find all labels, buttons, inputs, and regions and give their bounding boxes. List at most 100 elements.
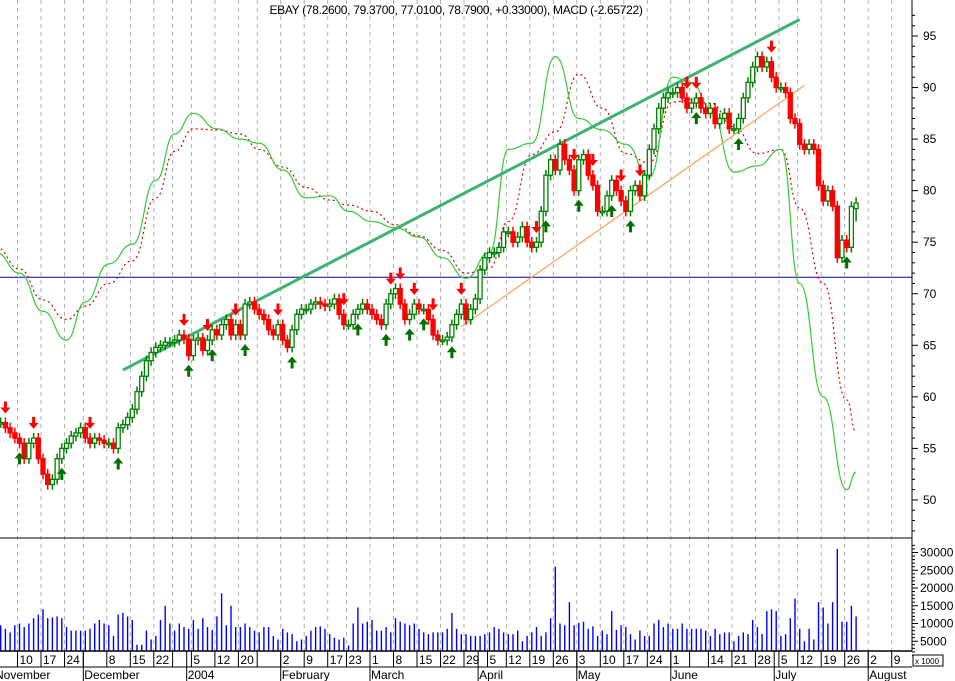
candle-body (632, 184, 638, 192)
week-tick-label: 9 (306, 653, 313, 667)
buy-arrow-icon (841, 256, 852, 269)
candle-body (543, 174, 549, 212)
candle-body (312, 301, 319, 305)
candle-body (294, 313, 300, 331)
week-tick-label: 5 (193, 653, 200, 667)
candle-body (421, 308, 427, 312)
candle (656, 103, 662, 134)
candle (218, 319, 225, 341)
candle (336, 293, 342, 320)
candle (529, 237, 535, 253)
candle-body (129, 408, 135, 419)
candle (463, 298, 469, 325)
candle (458, 298, 464, 320)
candle-body (627, 189, 634, 212)
candle-body (247, 301, 253, 305)
candle (717, 113, 723, 129)
candle (162, 337, 168, 351)
candle (265, 314, 272, 335)
candle-body (30, 437, 37, 444)
candle (721, 108, 728, 124)
candle-body (609, 179, 615, 197)
candle-body (115, 427, 121, 450)
sell-arrow-icon (531, 221, 542, 234)
candle-body (275, 324, 281, 336)
candle (143, 355, 150, 382)
week-tick-label: 8 (396, 653, 403, 667)
candle-body (515, 236, 521, 243)
candle-body (585, 153, 591, 176)
candle (768, 56, 775, 83)
candle (190, 334, 197, 361)
candle-body (458, 303, 464, 316)
candle (585, 149, 591, 181)
candle-body (811, 143, 817, 151)
candle-body (693, 97, 699, 104)
candle-body (707, 107, 714, 114)
price-tick-label: 65 (923, 338, 937, 352)
week-tick-label: 28 (757, 653, 771, 667)
candle (345, 319, 352, 330)
week-tick-label: 26 (555, 653, 569, 667)
candle-body (594, 184, 601, 212)
candle-body (745, 81, 751, 99)
candle-body (45, 473, 51, 486)
candle (590, 170, 596, 191)
candle-body (566, 159, 573, 171)
candle (327, 298, 333, 312)
candle-body (571, 169, 577, 192)
candle-body (204, 339, 211, 352)
candle-body (341, 313, 347, 326)
buy-arrow-icon (183, 364, 194, 377)
candle-body (411, 303, 417, 316)
buy-arrow-icon (418, 318, 429, 331)
candle (200, 332, 206, 356)
week-tick-label: 22 (443, 653, 457, 667)
candle (251, 296, 258, 315)
candle-body (519, 226, 526, 238)
candle-body (797, 122, 803, 145)
candle (491, 247, 497, 258)
candle (829, 185, 836, 212)
candle (176, 329, 182, 346)
candle-body (801, 143, 808, 151)
sell-arrow-icon (766, 40, 777, 53)
candle-body (778, 86, 784, 90)
candle (623, 195, 629, 217)
price-tick-label: 85 (923, 132, 937, 146)
candle (745, 77, 751, 104)
candle-body (233, 324, 239, 336)
candle (317, 296, 323, 310)
candle (247, 296, 253, 310)
candle-body (759, 55, 765, 68)
month-label: November (0, 668, 50, 681)
candle-body (792, 117, 798, 125)
volume-unit-label: x 1000 (915, 657, 940, 666)
candle-body (218, 324, 225, 336)
candle-body (256, 308, 262, 316)
sell-arrow-icon (616, 169, 627, 182)
candle-body (482, 257, 488, 271)
candle-body (740, 97, 746, 120)
candle-body (500, 231, 507, 249)
candle-body (195, 337, 201, 341)
candle-body (153, 346, 159, 354)
candle-body (73, 432, 79, 437)
candle-body (388, 293, 394, 305)
candle (811, 139, 817, 155)
candle (331, 293, 338, 310)
candle-body (63, 442, 70, 450)
candle-body (773, 76, 779, 89)
candle-body (106, 442, 112, 446)
price-tick-label: 70 (923, 287, 937, 301)
candle-body (303, 308, 309, 312)
candle (834, 200, 840, 263)
buy-arrow-icon (240, 344, 251, 357)
candle-body (703, 107, 709, 114)
candle-body (472, 298, 479, 310)
candle (444, 331, 450, 346)
candle (848, 201, 855, 253)
sell-arrow-icon (273, 303, 283, 316)
candle-body (844, 239, 850, 249)
candle-body (698, 97, 704, 109)
